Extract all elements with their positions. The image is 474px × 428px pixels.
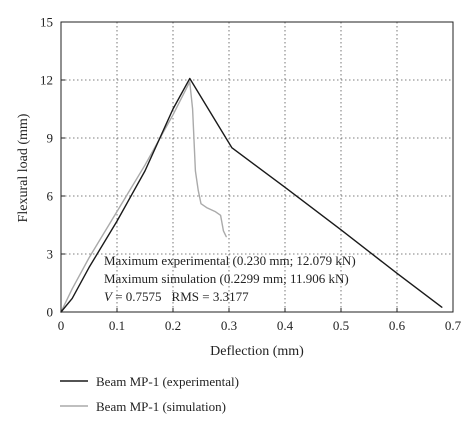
series-lines	[60, 77, 443, 313]
annotation-max-experimental: Maximum experimental (0.230 mm; 12.079 k…	[104, 253, 356, 268]
annotation-rms: RMS = 3.3177	[172, 289, 250, 304]
x-tick-label-2: 0.2	[165, 318, 181, 333]
y-axis-title: Flexural load (mm)	[16, 113, 31, 222]
x-tick-label-0: 0	[58, 318, 65, 333]
annotation-metrics: V = 0.7575 RMS = 3.3177	[104, 289, 249, 304]
x-tick-label-3: 0.3	[221, 318, 237, 333]
legend-label-simulation: Beam MP-1 (simulation)	[96, 399, 226, 414]
series-line-experimental	[60, 77, 443, 313]
legend: Beam MP-1 (experimental) Beam MP-1 (simu…	[60, 374, 239, 414]
plot-frame	[60, 21, 454, 313]
x-tick-label-7: 0.7	[445, 318, 462, 333]
annotation-max-simulation: Maximum simulation (0.2299 mm; 11.906 kN…	[104, 271, 349, 286]
legend-label-experimental: Beam MP-1 (experimental)	[96, 374, 239, 389]
y-tick-label-2: 6	[47, 189, 54, 204]
axes	[60, 21, 454, 313]
x-tick-label-5: 0.5	[333, 318, 349, 333]
y-tick-label-3: 9	[47, 131, 54, 146]
y-tick-label-5: 15	[40, 15, 53, 30]
y-tick-label-1: 3	[47, 247, 54, 262]
x-tick-label-4: 0.4	[277, 318, 294, 333]
grid-lines	[61, 22, 453, 312]
tick-labels: 0 0.1 0.2 0.3 0.4 0.5 0.6 0.7 0 3 6 9 12 15	[40, 15, 462, 334]
y-tick-label-4: 12	[40, 73, 53, 88]
x-tick-label-1: 0.1	[109, 318, 125, 333]
x-axis-title: Deflection (mm)	[210, 344, 304, 359]
x-tick-label-6: 0.6	[389, 318, 406, 333]
y-tick-label-0: 0	[47, 305, 54, 320]
annotation-v-symbol: V	[104, 289, 114, 304]
series-line-simulation	[60, 81, 227, 313]
annotation-v-value: = 0.7575	[112, 289, 162, 304]
